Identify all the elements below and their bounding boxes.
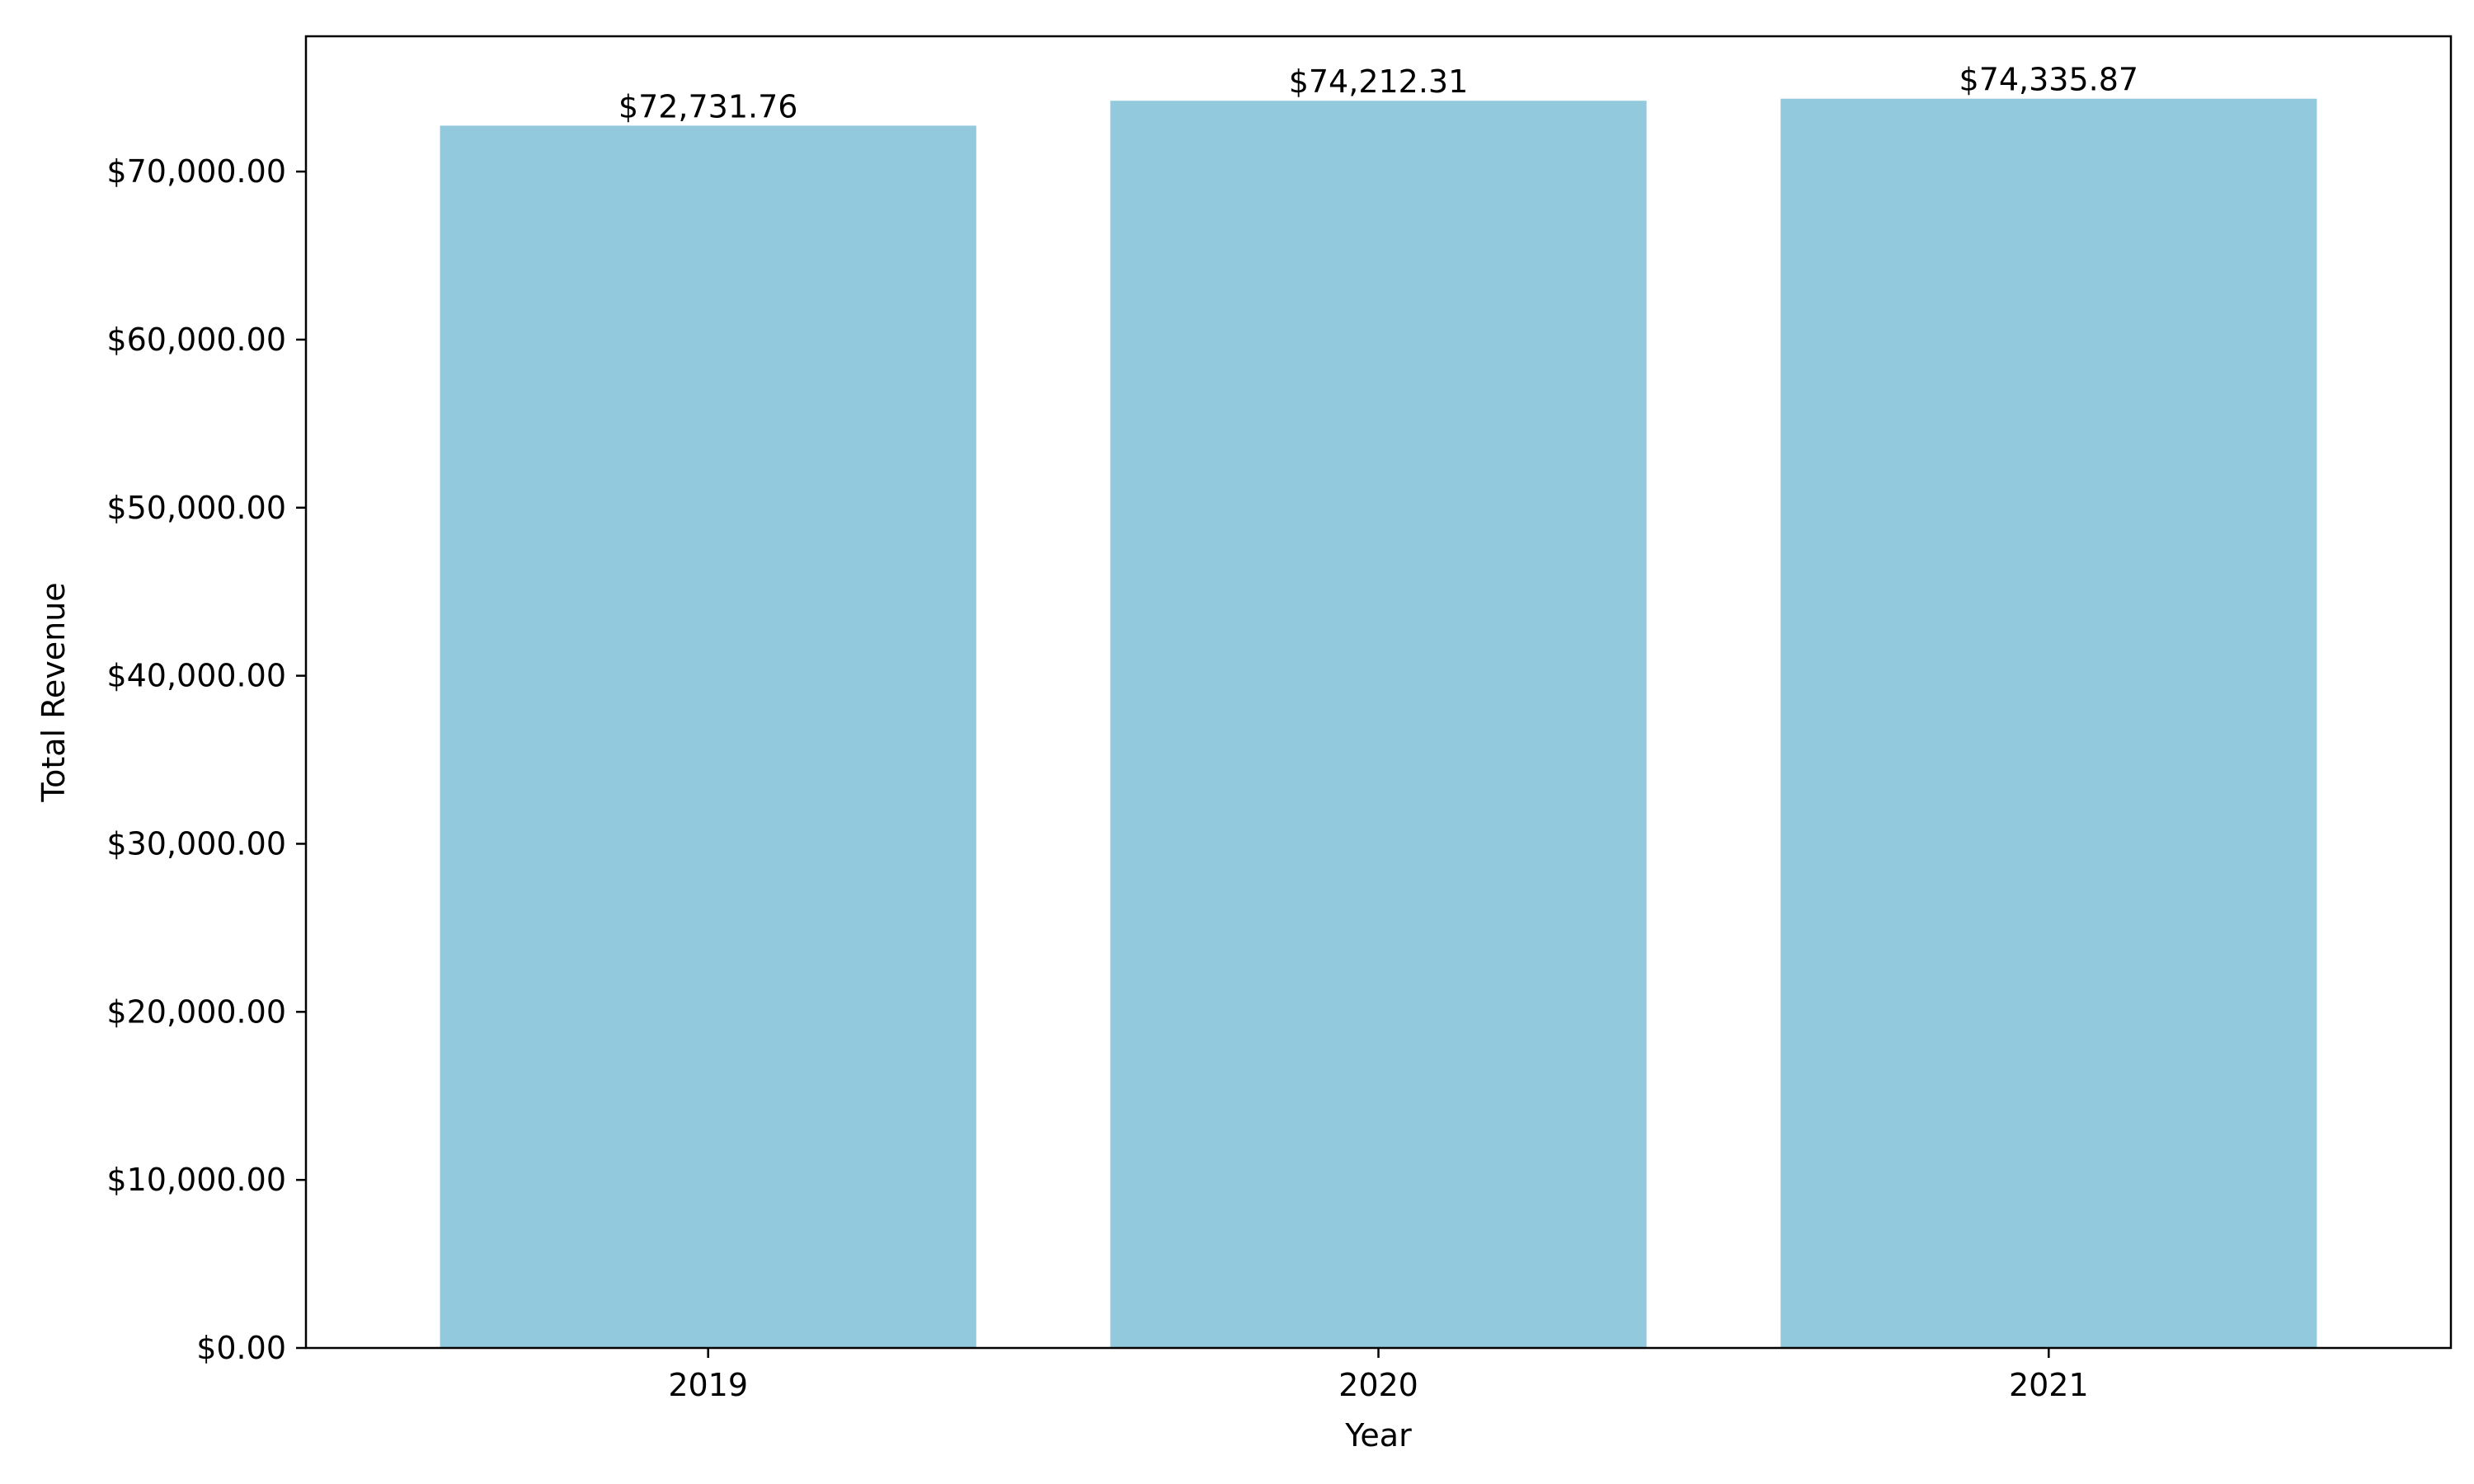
plot-area-frame: [304, 35, 2453, 1350]
bar-2021: [1780, 98, 2317, 1348]
bar-value-label: $74,335.87: [1959, 62, 2139, 98]
bar-value-label: $74,212.31: [1289, 63, 1469, 100]
y-tick-label: $10,000.00: [106, 1162, 286, 1198]
x-tick-label: 2020: [1338, 1367, 1418, 1403]
y-tick-label: $70,000.00: [106, 153, 286, 190]
y-axis-title: Total Revenue: [35, 582, 72, 802]
y-tick-label: $30,000.00: [106, 825, 286, 862]
bar-2019: [440, 125, 976, 1349]
bar-value-label: $72,731.76: [618, 88, 798, 124]
x-tick-label: 2019: [668, 1367, 748, 1403]
ticks-layer: 2019 2020 2021 $0.00 $10,000.00 $20,000.00 $30…: [106, 153, 2088, 1403]
y-tick-label: $60,000.00: [106, 322, 286, 358]
bars-layer: $72,731.76 $74,212.31 $74,335.87: [440, 62, 2317, 1349]
y-tick-label: $0.00: [196, 1330, 286, 1366]
y-tick-label: $50,000.00: [106, 490, 286, 526]
x-axis-title: Year: [1344, 1417, 1412, 1453]
x-tick-label: 2021: [2009, 1367, 2089, 1403]
bar-2020: [1110, 101, 1647, 1349]
y-tick-label: $20,000.00: [106, 993, 286, 1030]
y-tick-label: $40,000.00: [106, 658, 286, 694]
